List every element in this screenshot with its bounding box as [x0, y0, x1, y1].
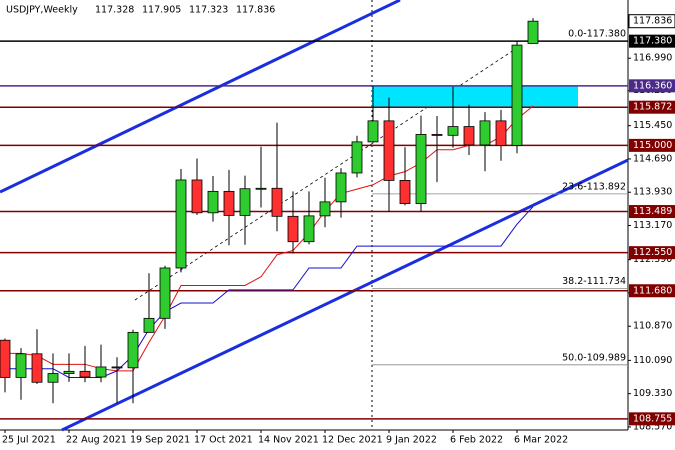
- level-label: 113.489: [633, 206, 672, 217]
- supply-zone: [372, 85, 578, 108]
- level-box: [629, 100, 675, 114]
- candle-body: [447, 126, 459, 136]
- candle-body: [143, 317, 155, 333]
- level-box: [629, 205, 675, 219]
- level-label: 108.755: [633, 413, 672, 424]
- x-tick-label: 9 Jan 2022: [386, 435, 437, 446]
- candle-body: [319, 201, 331, 217]
- candle-body: [15, 353, 27, 378]
- candle-body: [495, 120, 507, 146]
- level-label: 111.680: [633, 285, 672, 296]
- candle-body: [159, 267, 171, 319]
- candle-body: [367, 120, 379, 143]
- level-label: 116.360: [633, 80, 672, 91]
- indicator-line: [5, 206, 534, 378]
- candle-body: [511, 44, 523, 146]
- candle-body: [255, 187, 267, 190]
- candle-body: [239, 188, 251, 216]
- candle-body: [271, 187, 283, 217]
- y-tick-label: 112.390: [633, 254, 672, 265]
- candle-body: [351, 141, 363, 174]
- x-tick-label: 12 Dec 2021: [322, 435, 383, 446]
- indicator-line: [5, 105, 534, 372]
- candle-body: [287, 215, 299, 243]
- y-tick-label: 113.170: [633, 220, 672, 231]
- x-tick-label: 22 Aug 2021: [66, 435, 127, 446]
- candle-body: [175, 179, 187, 269]
- candle-body: [63, 370, 75, 374]
- y-tick-label: 108.570: [633, 421, 672, 432]
- candle-body: [303, 215, 315, 243]
- ohlc-open: 117.328: [95, 5, 134, 16]
- fib-label: 0.0-117.380: [568, 29, 626, 40]
- candle-body: [463, 126, 475, 146]
- x-tick-label: 17 Oct 2021: [194, 435, 253, 446]
- level-box: [629, 246, 675, 260]
- candle-body: [47, 373, 59, 383]
- ohlc-high: 117.905: [142, 5, 181, 16]
- candle-body: [79, 370, 91, 378]
- candle-body: [111, 366, 123, 369]
- fib-label: 23.6-113.892: [562, 181, 626, 192]
- price-box: [628, 14, 675, 29]
- candle-body: [223, 190, 235, 216]
- x-tick-label: 14 Nov 2021: [258, 435, 319, 446]
- candle-body: [191, 179, 203, 214]
- y-tick-label: 116.990: [633, 53, 672, 64]
- ohlc-low: 117.323: [189, 5, 228, 16]
- chart-title: USDJPY,Weekly: [6, 5, 78, 16]
- trend-line-lower: [61, 158, 629, 432]
- level-box: [629, 79, 675, 93]
- candle-body: [383, 120, 395, 181]
- candle-body: [127, 331, 139, 369]
- x-tick-label: 6 Feb 2022: [450, 435, 503, 446]
- current-price-label: 117.836: [633, 16, 672, 27]
- level-box: [629, 34, 675, 48]
- candle-body: [31, 353, 43, 383]
- y-tick-label: 110.870: [633, 321, 672, 332]
- y-tick-label: 115.450: [633, 120, 672, 131]
- level-label: 115.872: [633, 102, 672, 113]
- level-box: [629, 138, 675, 152]
- x-tick-label: 19 Sep 2021: [130, 435, 190, 446]
- candle-body: [431, 134, 443, 136]
- plot: 108.570109.330110.090110.870111.630112.3…: [0, 18, 672, 432]
- level-label: 117.380: [633, 36, 672, 47]
- level-label: 115.000: [633, 140, 672, 151]
- x-tick-label: 6 Mar 2022: [514, 435, 568, 446]
- level-box: [629, 412, 675, 426]
- x-tick-label: 25 Jul 2021: [2, 435, 56, 446]
- candle-body: [0, 339, 11, 378]
- trend-line-upper: [0, 0, 401, 194]
- y-tick-label: 109.330: [633, 388, 672, 399]
- level-box: [629, 284, 675, 298]
- y-tick-label: 113.930: [633, 187, 672, 198]
- candle-body: [335, 172, 347, 203]
- candle-body: [95, 366, 107, 378]
- fib-label: 50.0-109.989: [562, 352, 626, 363]
- candle-body: [207, 190, 219, 214]
- candle-body: [527, 20, 539, 44]
- y-tick-label: 114.690: [633, 153, 672, 164]
- level-label: 112.550: [633, 247, 672, 258]
- candle-body: [415, 134, 427, 205]
- fib-label: 38.2-111.734: [562, 276, 626, 287]
- candle-body: [399, 180, 411, 205]
- ohlc-close: 117.836: [236, 5, 275, 16]
- y-tick-label: 110.090: [633, 355, 672, 366]
- candle-body: [479, 120, 491, 146]
